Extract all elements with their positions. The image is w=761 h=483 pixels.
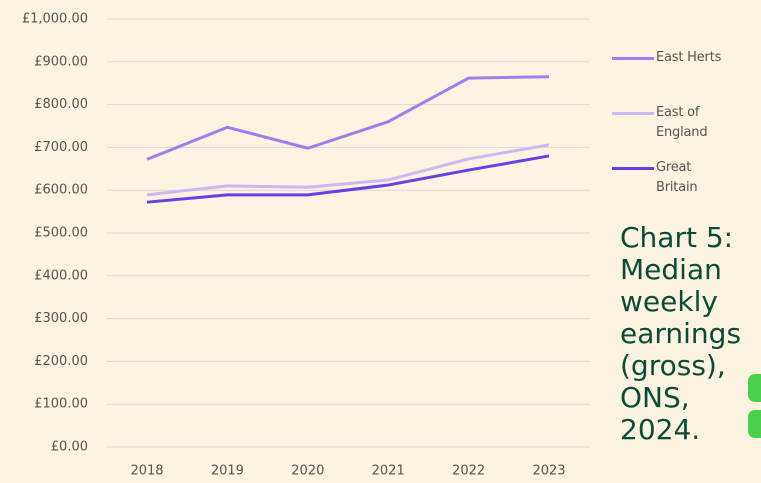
legend-swatch [612, 112, 654, 115]
x-tick-label: 2021 [372, 464, 405, 479]
x-tick-label: 2022 [452, 464, 485, 479]
legend-label: East Herts [656, 50, 722, 65]
series-line [146, 143, 550, 197]
y-tick-label: £900.00 [34, 54, 88, 69]
y-tick-label: £800.00 [34, 97, 88, 112]
series-line [146, 154, 550, 204]
y-tick-label: £200.00 [34, 354, 88, 369]
icon [748, 374, 761, 402]
y-tick-label: £1,000.00 [22, 12, 88, 27]
y-tick-label: £0.00 [51, 440, 88, 455]
y-tick-label: £600.00 [34, 183, 88, 198]
y-tick-label: £100.00 [34, 397, 88, 412]
y-tick-label: £400.00 [34, 268, 88, 283]
series-line [146, 75, 550, 161]
y-tick-label: £300.00 [34, 311, 88, 326]
chart-title: Chart 5: Median weekly earnings (gross),… [620, 221, 742, 446]
x-tick-label: 2018 [130, 464, 163, 479]
legend-label: Great Britain [656, 160, 698, 195]
x-tick-label: 2019 [211, 464, 244, 479]
legend-swatch [612, 167, 654, 170]
icon [748, 410, 761, 438]
x-tick-label: 2020 [291, 464, 324, 479]
x-tick-label: 2023 [532, 464, 565, 479]
legend-label: East of England [656, 105, 708, 140]
legend-swatch [612, 57, 654, 60]
y-tick-label: £500.00 [34, 226, 88, 241]
y-tick-label: £700.00 [34, 140, 88, 155]
